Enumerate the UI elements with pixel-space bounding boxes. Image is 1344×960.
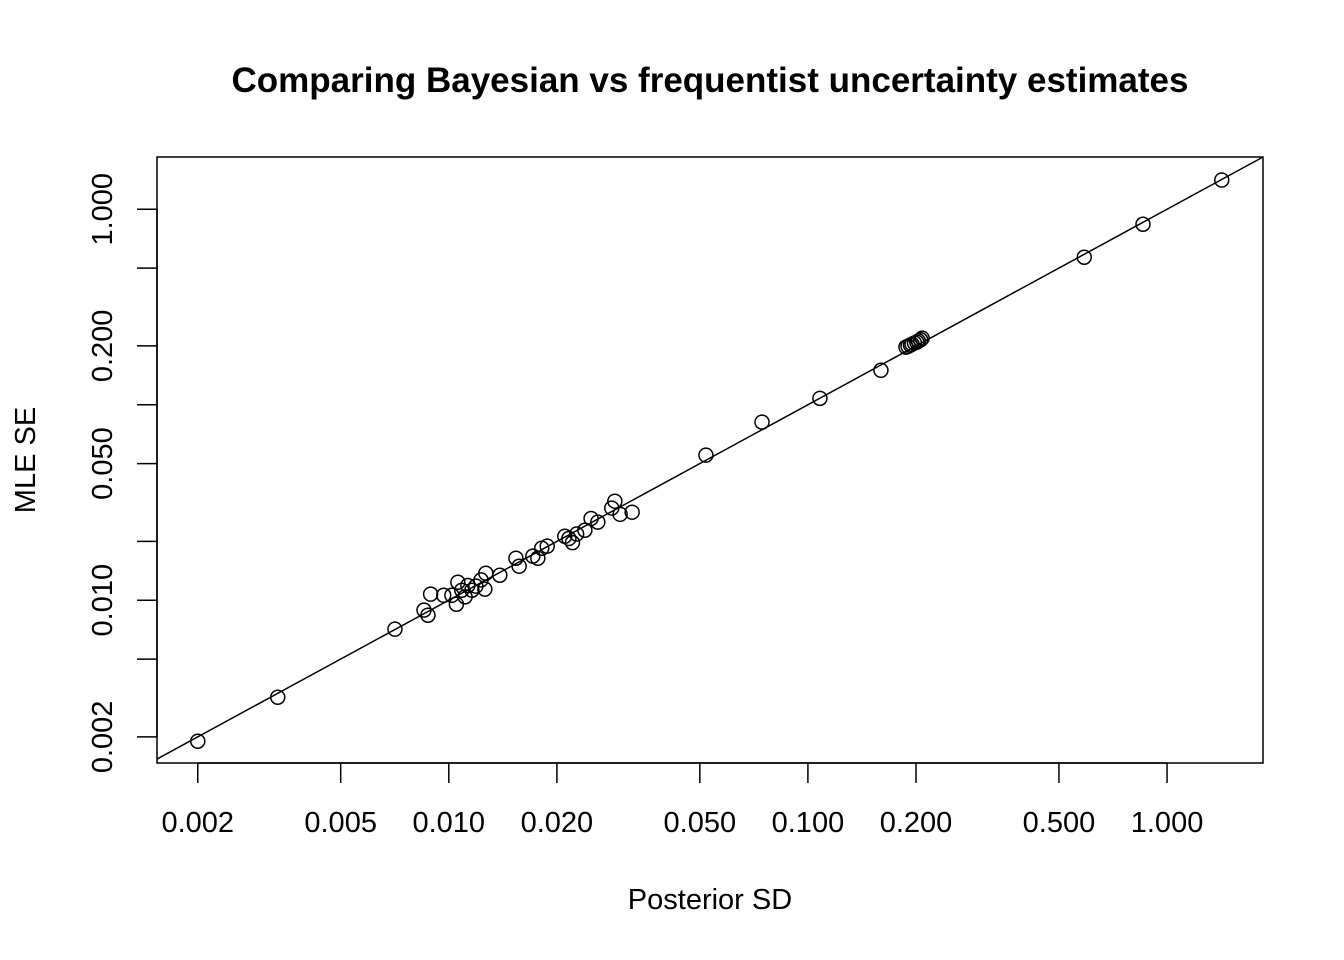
- data-point: [450, 574, 466, 590]
- x-tick-label: 0.002: [161, 807, 234, 839]
- data-point: [1076, 249, 1092, 266]
- data-point: [612, 506, 628, 523]
- y-tick-label: 0.002: [87, 701, 119, 774]
- data-point: [873, 362, 889, 379]
- data-point: [460, 577, 476, 594]
- data-point: [477, 581, 493, 597]
- x-axis: 0.002 0.005 0.010 0.020 0.050 0.100 0.200 0.500…: [161, 762, 1204, 839]
- data-point: [539, 538, 555, 554]
- data-point: [914, 330, 930, 346]
- data-point: [812, 390, 828, 407]
- identity-line: [156, 156, 1264, 760]
- data-point: [607, 493, 623, 509]
- x-tick-label: 0.100: [772, 807, 845, 839]
- x-tick-label: 0.200: [880, 807, 953, 839]
- x-tick-label: 0.500: [1023, 807, 1096, 839]
- y-tick-label: 0.050: [87, 427, 119, 500]
- data-point: [1135, 216, 1151, 232]
- y-axis-label: MLE SE: [10, 407, 42, 513]
- x-tick-label: 0.010: [412, 807, 485, 839]
- data-point: [269, 689, 286, 705]
- x-tick-label: 0.005: [304, 807, 377, 839]
- data-point: [448, 596, 465, 612]
- data-point: [190, 733, 206, 749]
- y-tick-label: 0.010: [87, 564, 119, 637]
- data-point: [698, 447, 714, 463]
- y-tick-label: 0.200: [87, 310, 119, 383]
- data-point: [416, 602, 432, 618]
- data-point: [912, 331, 929, 348]
- points-group: [190, 172, 1230, 749]
- chart-title: Comparing Bayesian vs frequentist uncert…: [232, 61, 1189, 100]
- data-point: [909, 334, 925, 350]
- x-tick-label: 1.000: [1131, 807, 1204, 839]
- data-point: [910, 333, 927, 349]
- data-point: [577, 522, 593, 538]
- data-point: [754, 414, 770, 430]
- x-tick-label: 0.050: [664, 807, 737, 839]
- data-point: [435, 587, 452, 604]
- data-point: [561, 530, 577, 547]
- data-point: [530, 550, 546, 566]
- data-point: [624, 504, 640, 520]
- data-point: [568, 526, 585, 542]
- data-point: [422, 586, 439, 602]
- data-point: [511, 558, 527, 574]
- x-axis-label: Posterior SD: [628, 884, 792, 916]
- data-point: [508, 550, 524, 566]
- x-tick-label: 0.020: [521, 807, 594, 839]
- y-tick-label: 1.000: [87, 173, 119, 246]
- y-axis: 0.002 0.010 0.050 0.200 1.000: [87, 173, 158, 774]
- data-point: [590, 514, 606, 530]
- data-point: [387, 621, 403, 637]
- data-point: [492, 567, 508, 583]
- reference-line-group: [156, 156, 1264, 760]
- data-point: [1213, 172, 1230, 188]
- data-point: [420, 607, 436, 623]
- data-point: [464, 582, 480, 598]
- data-point: [564, 534, 581, 551]
